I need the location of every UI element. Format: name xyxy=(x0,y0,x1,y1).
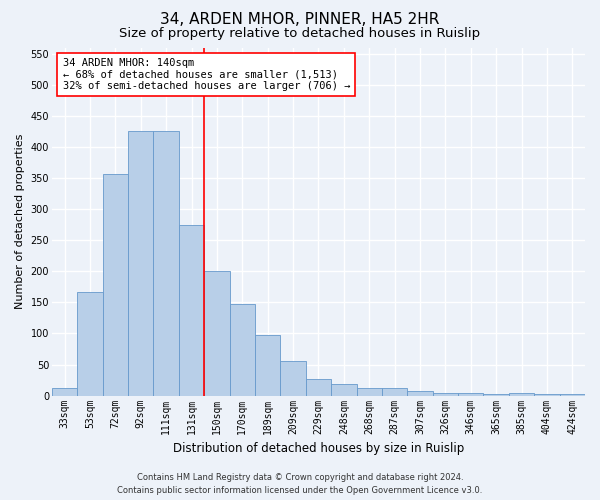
X-axis label: Distribution of detached houses by size in Ruislip: Distribution of detached houses by size … xyxy=(173,442,464,455)
Bar xyxy=(103,174,128,396)
Bar xyxy=(331,384,356,396)
Bar xyxy=(433,392,458,396)
Bar xyxy=(280,362,306,396)
Bar xyxy=(230,304,255,396)
Bar xyxy=(458,392,484,396)
Bar xyxy=(306,379,331,396)
Bar xyxy=(52,388,77,396)
Y-axis label: Number of detached properties: Number of detached properties xyxy=(15,134,25,310)
Bar xyxy=(560,394,585,396)
Bar xyxy=(255,336,280,396)
Text: 34, ARDEN MHOR, PINNER, HA5 2HR: 34, ARDEN MHOR, PINNER, HA5 2HR xyxy=(160,12,440,28)
Bar xyxy=(128,132,154,396)
Bar xyxy=(509,392,534,396)
Text: Size of property relative to detached houses in Ruislip: Size of property relative to detached ho… xyxy=(119,28,481,40)
Text: Contains HM Land Registry data © Crown copyright and database right 2024.
Contai: Contains HM Land Registry data © Crown c… xyxy=(118,474,482,495)
Bar xyxy=(534,394,560,396)
Text: 34 ARDEN MHOR: 140sqm
← 68% of detached houses are smaller (1,513)
32% of semi-d: 34 ARDEN MHOR: 140sqm ← 68% of detached … xyxy=(62,58,350,91)
Bar xyxy=(77,292,103,396)
Bar xyxy=(407,392,433,396)
Bar xyxy=(154,132,179,396)
Bar xyxy=(484,394,509,396)
Bar xyxy=(204,272,230,396)
Bar xyxy=(382,388,407,396)
Bar xyxy=(179,224,204,396)
Bar xyxy=(356,388,382,396)
